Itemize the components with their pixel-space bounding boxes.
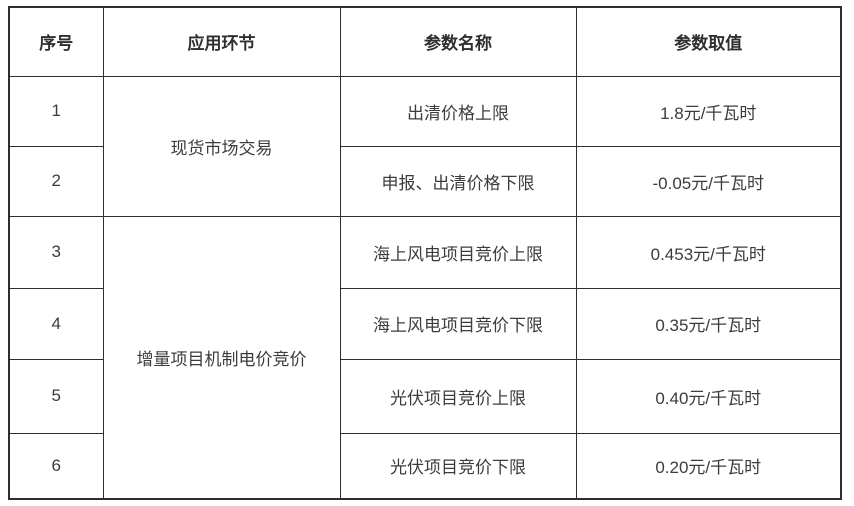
cell-serial: 6 — [8, 432, 104, 500]
table-row: 2 申报、出清价格下限 -0.05元/千瓦时 — [8, 145, 842, 217]
table-row: 6 光伏项目竞价下限 0.20元/千瓦时 — [8, 432, 842, 500]
header-row: 序号 应用环节 参数名称 参数取值 — [8, 6, 842, 77]
cell-value: 1.8元/千瓦时 — [575, 75, 842, 147]
cell-serial: 1 — [8, 75, 104, 147]
cell-value: 0.35元/千瓦时 — [575, 287, 842, 360]
cell-param: 出清价格上限 — [339, 75, 577, 147]
parameters-table: 序号 应用环节 参数名称 参数取值 1 现货市场交易 出清价格上限 1.8元/千… — [8, 6, 842, 500]
table-body: 1 现货市场交易 出清价格上限 1.8元/千瓦时 2 申报、出清价格下限 -0.… — [8, 75, 842, 500]
cell-param: 申报、出清价格下限 — [339, 145, 577, 217]
header-cell-stage: 应用环节 — [102, 6, 341, 77]
cell-serial: 3 — [8, 215, 104, 289]
cell-param: 光伏项目竞价下限 — [339, 432, 577, 500]
cell-serial: 2 — [8, 145, 104, 217]
cell-value: -0.05元/千瓦时 — [575, 145, 842, 217]
cell-value: 0.20元/千瓦时 — [575, 432, 842, 500]
table-row: 4 海上风电项目竞价下限 0.35元/千瓦时 — [8, 287, 842, 360]
cell-param: 海上风电项目竞价上限 — [339, 215, 577, 289]
table-row: 3 增量项目机制电价竞价 海上风电项目竞价上限 0.453元/千瓦时 — [8, 215, 842, 500]
table-row: 1 现货市场交易 出清价格上限 1.8元/千瓦时 — [8, 75, 842, 217]
header-cell-param: 参数名称 — [339, 6, 577, 77]
header-cell-serial: 序号 — [8, 6, 104, 77]
cell-param: 光伏项目竞价上限 — [339, 358, 577, 434]
cell-value: 0.40元/千瓦时 — [575, 358, 842, 434]
cell-value: 0.453元/千瓦时 — [575, 215, 842, 289]
cell-serial: 4 — [8, 287, 104, 360]
cell-serial: 5 — [8, 358, 104, 434]
header-cell-value: 参数取值 — [575, 6, 842, 77]
cell-stage-merged: 增量项目机制电价竞价 — [102, 215, 341, 500]
cell-stage-merged: 现货市场交易 — [102, 75, 341, 217]
table-header: 序号 应用环节 参数名称 参数取值 — [8, 6, 842, 77]
cell-param: 海上风电项目竞价下限 — [339, 287, 577, 360]
